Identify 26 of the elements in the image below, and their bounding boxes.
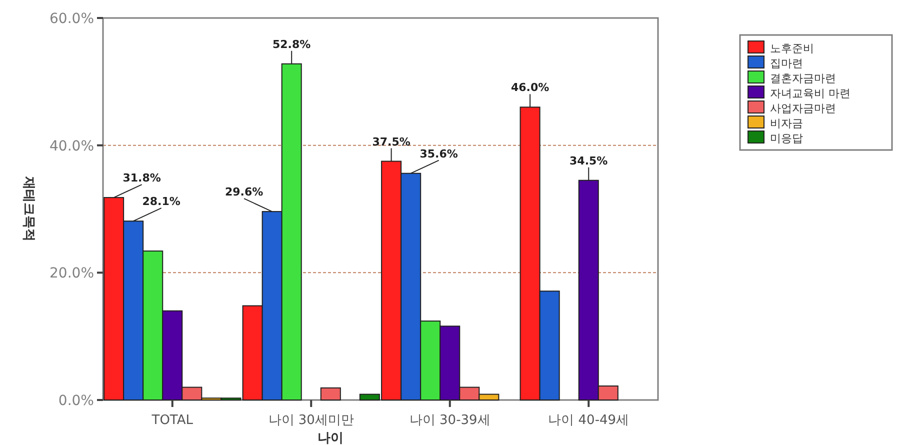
data-label: 28.1% (142, 195, 180, 208)
x-tick-label: 나이 40-49세 (548, 413, 630, 428)
data-label: 31.8% (122, 172, 161, 185)
legend-label: 노후준비 (770, 42, 814, 55)
x-tick-label: 나이 30-39세 (409, 413, 490, 428)
legend-label: 비자금 (770, 117, 803, 130)
legend-label: 결혼자금마련 (770, 72, 836, 85)
data-label: 29.6% (224, 186, 264, 199)
x-tick-label: TOTAL (150, 413, 194, 428)
data-label: 37.5% (372, 135, 410, 148)
data-label: 35.6% (420, 147, 458, 160)
legend-label: 자녀교육비 마련 (770, 87, 850, 100)
data-label: 34.5% (570, 154, 608, 168)
data-label: 46.0% (510, 81, 550, 94)
legend-label: 미응답 (770, 132, 803, 145)
bar (320, 387, 341, 400)
y-axis-title: 재테크목적 (21, 176, 36, 242)
y-tick-label: 20.0% (50, 266, 94, 282)
x-axis-title: 나이 (318, 431, 344, 445)
y-tick-label: 0.0% (58, 393, 94, 409)
legend-label: 집마련 (770, 57, 803, 70)
y-tick-label: 40.0% (50, 138, 94, 154)
y-tick-label: 60.0% (50, 11, 94, 27)
x-tick-label: 나이 30세미만 (268, 413, 354, 428)
legend-label: 사업자금마련 (770, 102, 836, 115)
data-label: 52.8% (272, 38, 311, 51)
